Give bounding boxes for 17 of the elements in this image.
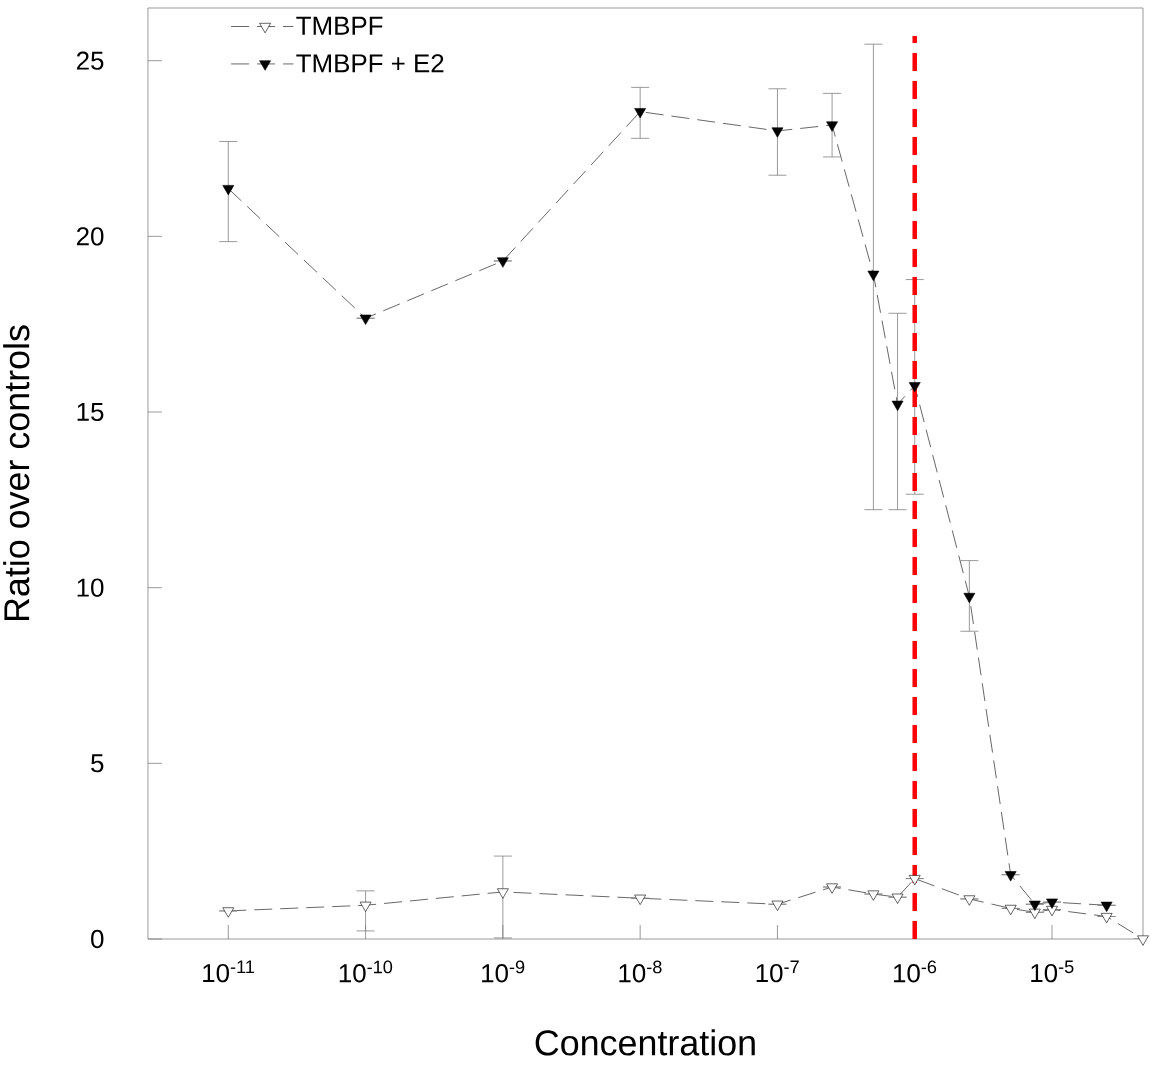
x-tick-label: 10$^{-6}$: [893, 960, 937, 983]
y-tick-label: 25: [76, 51, 104, 70]
y-tick-label: 5: [91, 754, 104, 773]
legend-label: TMBPF: [296, 16, 383, 35]
y-tick-label: 0: [91, 929, 104, 949]
y-tick-label: 10: [77, 578, 104, 597]
y-axis-title: Ratio over controls: [3, 325, 30, 621]
x-tick-label: 10$^{-7}$: [756, 960, 799, 983]
x-tick-label: 10$^{-10}$: [339, 960, 393, 983]
x-tick-label: 10$^{-8}$: [619, 960, 662, 983]
y-tick-label: 15: [77, 402, 104, 422]
legend-label: TMBPF + E2: [296, 54, 444, 73]
x-tick-label: 10$^{-9}$: [482, 960, 525, 983]
x-tick-label: 10$^{-5}$: [1031, 960, 1074, 983]
x-axis-title: Concentration: [535, 1029, 755, 1056]
x-tick-label: 10$^{-11}$: [203, 960, 254, 983]
y-tick-label: 20: [76, 227, 104, 246]
